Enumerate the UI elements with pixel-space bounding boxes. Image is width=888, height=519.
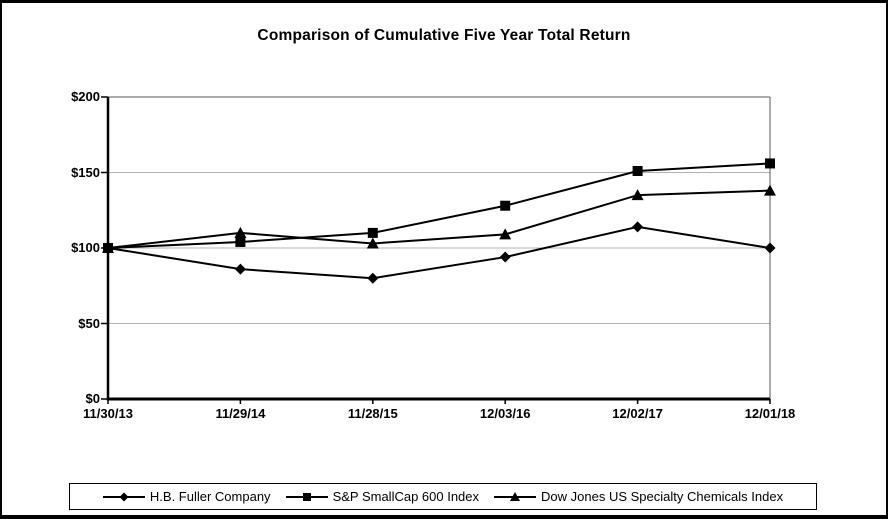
legend-label: H.B. Fuller Company: [149, 489, 271, 504]
square-marker-icon: [367, 227, 378, 238]
y-axis-label: $150: [71, 164, 100, 180]
legend-item: H.B. Fuller Company: [102, 489, 271, 504]
x-axis-label: 12/01/18: [744, 406, 796, 421]
y-axis-label: $200: [71, 89, 100, 104]
triangle-marker-icon: [631, 189, 644, 201]
y-axis-label: $100: [71, 240, 100, 255]
legend: H.B. Fuller Company S&P SmallCap 600 Inde…: [69, 483, 817, 510]
diamond-marker-icon: [367, 272, 379, 284]
diamond-marker-icon: [632, 221, 644, 233]
diamond-marker-icon: [499, 251, 511, 263]
square-legend-marker-icon: [285, 492, 328, 501]
triangle-legend-marker-icon: [494, 491, 537, 501]
diamond-marker-icon: [234, 263, 246, 275]
triangle-marker-icon: [499, 228, 512, 240]
chart-title: Comparison of Cumulative Five Year Total…: [257, 27, 631, 44]
square-marker-icon: [500, 200, 511, 211]
y-axis-label: $50: [78, 315, 100, 331]
legend-label: S&P SmallCap 600 Index: [332, 489, 480, 504]
series-line: [107, 225, 771, 280]
legend-label: Dow Jones US Specialty Chemicals Index: [541, 489, 784, 504]
legend-item: Dow Jones US Specialty Chemicals Index: [494, 489, 783, 504]
x-axis-label: 12/03/16: [479, 406, 531, 421]
series-line: [107, 162, 771, 249]
triangle-marker-icon: [764, 184, 776, 196]
triangle-marker-icon: [234, 226, 247, 238]
plot-area: [101, 96, 776, 404]
x-axis-label: 11/30/13: [83, 406, 133, 421]
x-axis-label: 11/29/14: [215, 406, 266, 421]
square-marker-icon: [632, 165, 643, 176]
legend-item: S&P SmallCap 600 Index: [285, 489, 480, 504]
y-axis-label: $0: [85, 391, 100, 406]
diamond-marker-icon: [764, 242, 776, 254]
diamond-legend-marker-icon: [102, 492, 145, 501]
x-axis-label: 11/28/15: [347, 406, 398, 421]
triangle-marker-icon: [366, 237, 379, 249]
x-axis-label: 12/02/17: [612, 406, 663, 421]
square-marker-icon: [235, 236, 246, 247]
series-line: [107, 189, 771, 249]
square-marker-icon: [765, 158, 775, 169]
square-marker-icon: [103, 243, 113, 253]
